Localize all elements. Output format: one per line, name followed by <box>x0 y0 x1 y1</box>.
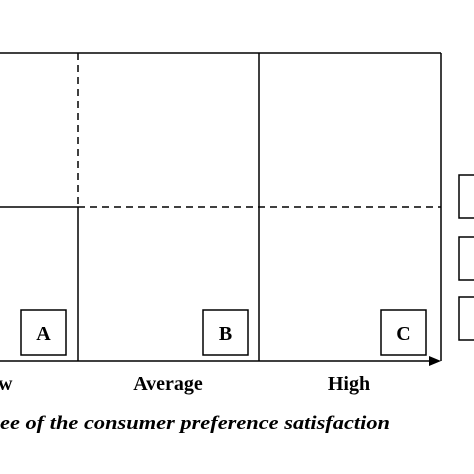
x-label-low: w <box>0 373 13 395</box>
box-b-label: B <box>219 323 232 345</box>
x-axis-arrowhead <box>429 356 441 366</box>
x-label-average: Average <box>133 373 203 395</box>
box-c-label: C <box>396 323 410 345</box>
x-axis-title: ee of the consumer preference satisfacti… <box>0 413 390 434</box>
box-c <box>380 309 427 356</box>
x-label-high: High <box>328 373 370 395</box>
side-box-1 <box>458 174 474 219</box>
box-a <box>20 309 67 356</box>
side-box-2 <box>458 236 474 281</box>
box-b <box>202 309 249 356</box>
box-a-label: A <box>36 323 51 345</box>
side-box-3 <box>458 296 474 341</box>
